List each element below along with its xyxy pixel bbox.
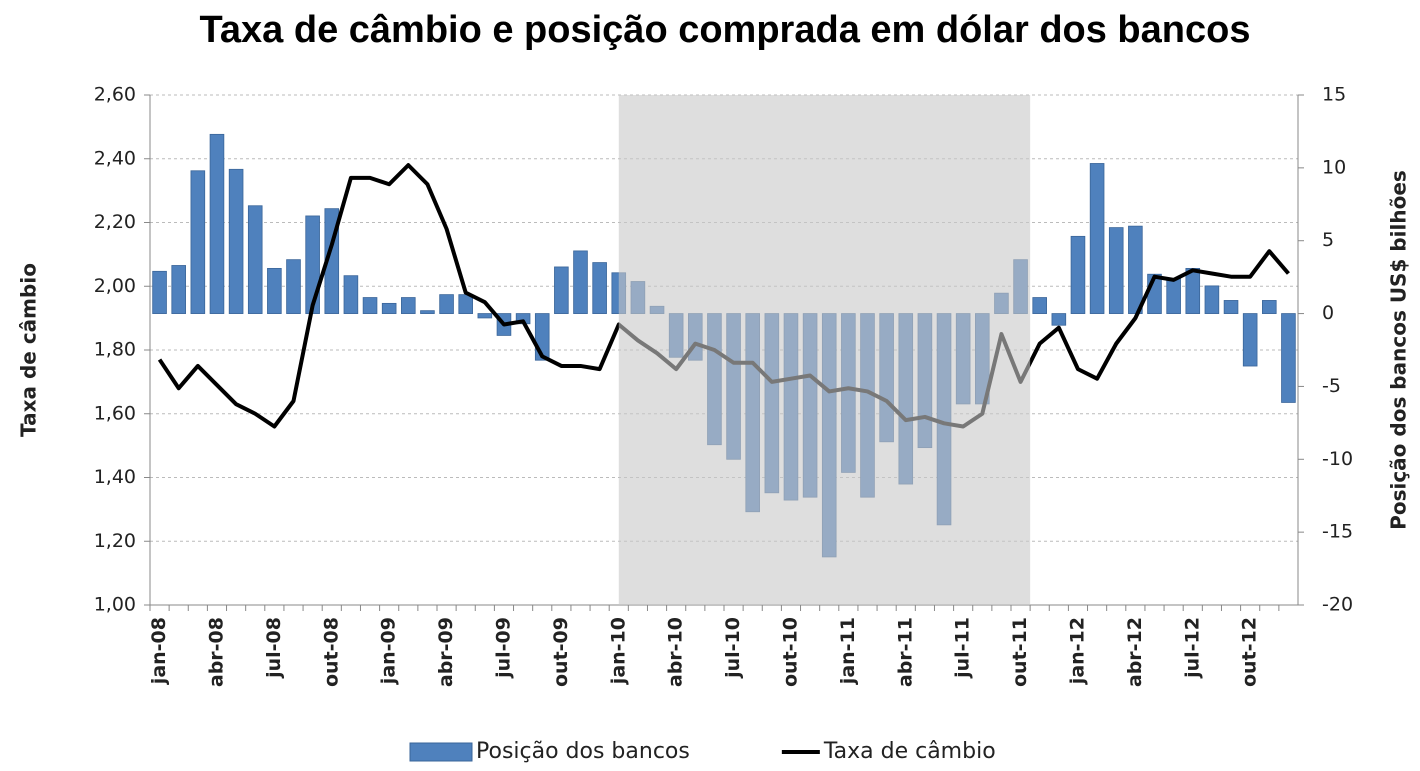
bar <box>381 302 397 314</box>
x-tick-label: jan-08 <box>148 617 170 685</box>
x-tick-label: abr-12 <box>1124 617 1146 687</box>
x-tick-label: abr-08 <box>205 617 227 687</box>
bar <box>1223 300 1239 314</box>
y2-tick-label: -10 <box>1322 448 1353 470</box>
bar <box>228 168 244 314</box>
bar <box>1070 235 1086 314</box>
legend-label: Taxa de câmbio <box>823 739 996 764</box>
x-tick-label: abr-11 <box>894 617 916 687</box>
bar <box>420 310 435 314</box>
bar <box>1242 313 1258 367</box>
bar <box>1281 313 1296 403</box>
x-tick-label: abr-10 <box>665 617 687 687</box>
bar <box>247 205 263 314</box>
y2-tick-label: 10 <box>1322 156 1346 178</box>
y-tick-label: 1,40 <box>94 466 136 488</box>
bar <box>1204 285 1220 314</box>
bar <box>343 275 359 314</box>
bar <box>1089 163 1105 314</box>
x-tick-label: jan-10 <box>607 617 629 685</box>
bar <box>1166 278 1181 314</box>
y-tick-label: 1,20 <box>94 530 136 552</box>
y2-tick-label: 5 <box>1322 229 1334 251</box>
bar <box>171 265 186 314</box>
bar <box>1051 313 1067 326</box>
y-tick-label: 2,60 <box>94 84 136 106</box>
x-tick-label: jul-10 <box>722 617 744 679</box>
x-tick-label: jul-12 <box>1181 617 1203 679</box>
y2-axis-title: Posição dos bancos US$ bilhões <box>1387 170 1411 530</box>
bar <box>209 133 225 314</box>
x-tick-label: jul-08 <box>263 617 285 679</box>
y2-tick-label: -20 <box>1322 594 1353 616</box>
x-tick-label: jul-09 <box>492 617 514 679</box>
x-tick-label: out-09 <box>550 617 572 687</box>
bar <box>573 250 588 314</box>
legend-label: Posição dos bancos <box>476 739 690 764</box>
y-axis-title: Taxa de câmbio <box>17 263 41 437</box>
x-tick-label: jan-09 <box>378 617 400 685</box>
legend-swatch <box>409 742 473 762</box>
y2-tick-label: -5 <box>1322 375 1341 397</box>
x-tick-label: jan-12 <box>1066 617 1088 685</box>
x-tick-label: abr-09 <box>435 617 457 687</box>
x-tick-label: out-08 <box>320 617 342 687</box>
x-tick-label: jan-11 <box>837 617 859 685</box>
x-tick-label: out-11 <box>1009 617 1031 687</box>
bar <box>439 294 454 314</box>
bar <box>1032 297 1047 314</box>
bar <box>1108 227 1124 314</box>
bar <box>1128 225 1143 314</box>
bar <box>1185 267 1201 314</box>
y-tick-label: 1,60 <box>94 402 136 424</box>
bar <box>554 266 569 314</box>
shaded-period <box>618 95 1031 605</box>
y-tick-label: 2,00 <box>94 275 136 297</box>
x-tick-label: out-12 <box>1239 617 1261 687</box>
bar <box>458 294 473 314</box>
x-tick-label: out-10 <box>779 617 801 687</box>
bar <box>190 170 206 314</box>
y2-tick-label: 0 <box>1322 302 1334 324</box>
y-tick-label: 1,00 <box>94 594 136 616</box>
y2-tick-label: 15 <box>1322 84 1346 106</box>
bar <box>477 313 493 319</box>
chart-title: Taxa de câmbio e posição comprada em dól… <box>200 9 1251 51</box>
bar <box>286 259 301 314</box>
bar <box>592 262 607 314</box>
x-tick-label: jul-11 <box>952 617 974 679</box>
y2-tick-label: -15 <box>1322 521 1353 543</box>
bar <box>152 270 167 314</box>
y-tick-label: 1,80 <box>94 339 136 361</box>
bar <box>362 297 378 314</box>
bar <box>1262 300 1277 314</box>
y-tick-label: 2,20 <box>94 211 136 233</box>
y-tick-label: 2,40 <box>94 147 136 169</box>
bar <box>401 297 416 314</box>
bar <box>267 267 282 314</box>
